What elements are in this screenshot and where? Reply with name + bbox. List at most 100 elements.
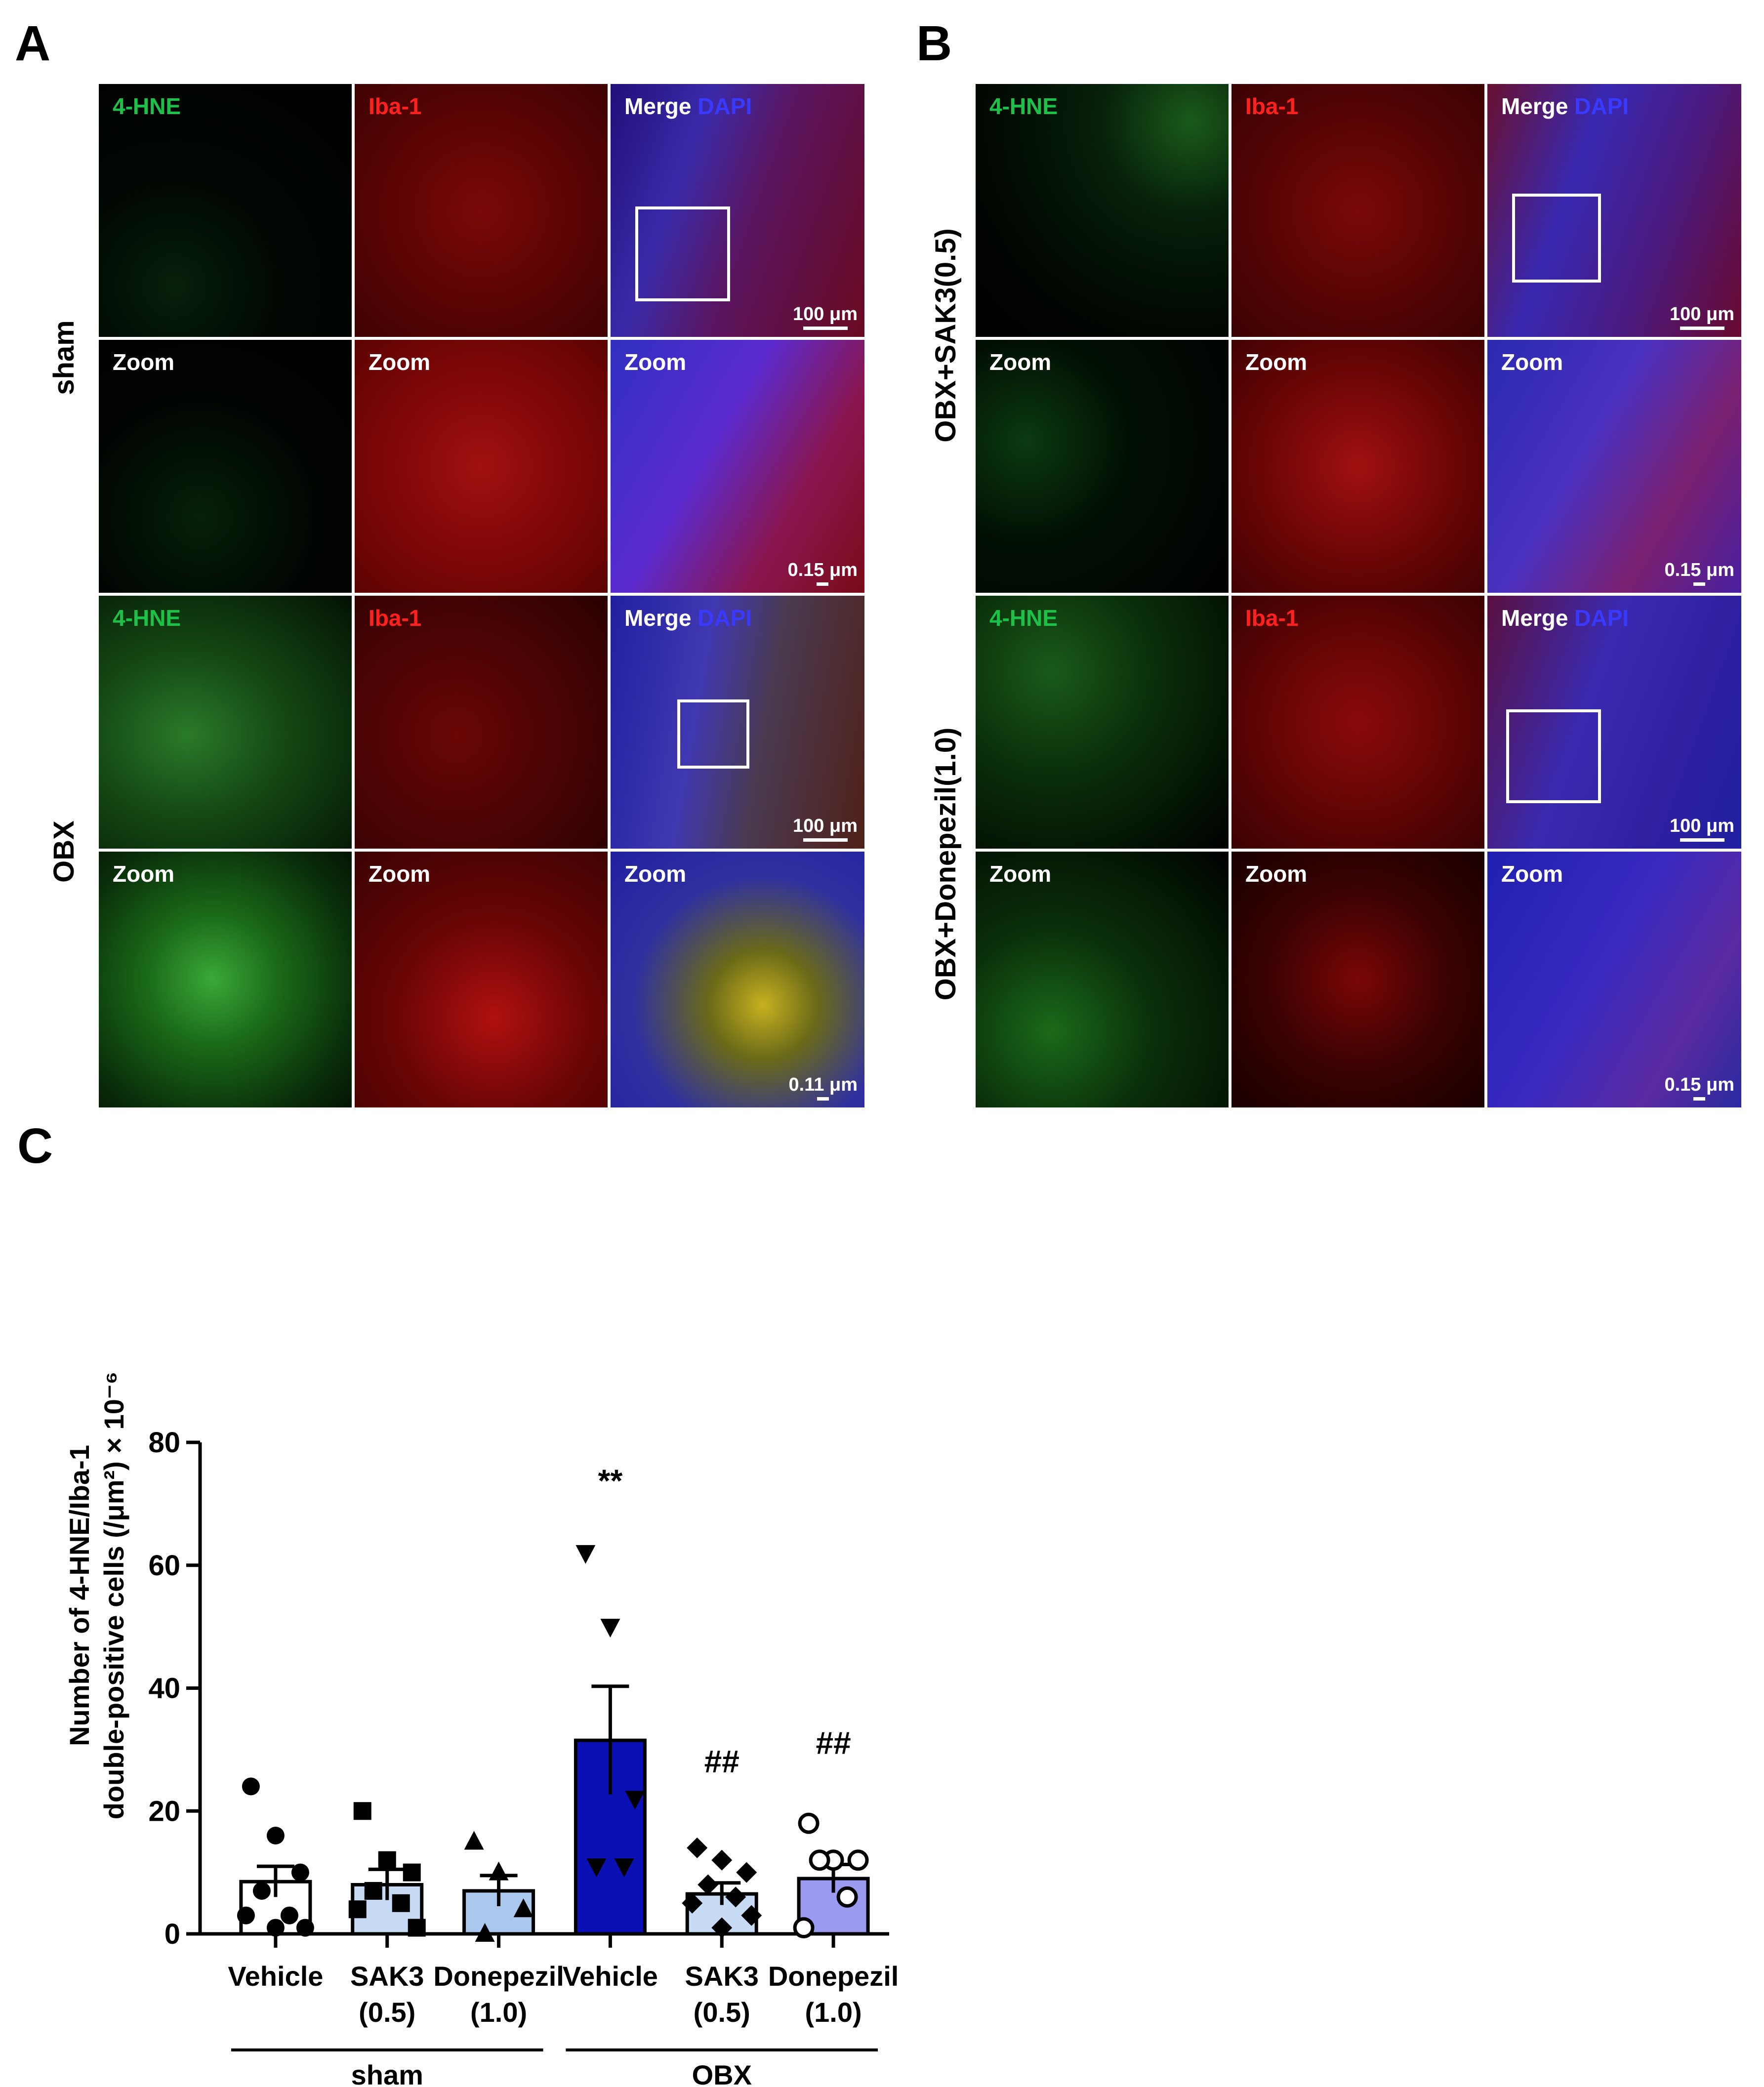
image-obx-sak3-iba1-zoom: Zoom <box>1231 340 1484 593</box>
image-sham-merge-zoom: Zoom 0.15 μm <box>611 340 864 593</box>
y-tick-label: 0 <box>164 1918 180 1950</box>
label-iba1: Iba-1 <box>369 605 422 631</box>
y-tick-label: 20 <box>148 1795 180 1827</box>
data-point <box>513 1898 533 1918</box>
image-obx-donepezil-iba1-zoom: Zoom <box>1231 852 1484 1107</box>
label-merge: Merge <box>1501 93 1568 119</box>
label-merge: Merge <box>1501 605 1568 631</box>
data-point <box>600 1619 620 1638</box>
y-axis-label-line1: Number of 4-HNE/Iba-1 <box>64 1445 95 1746</box>
x-tick-label: SAK3 <box>350 1961 424 1992</box>
group-label: sham <box>351 2059 423 2087</box>
data-point <box>586 1858 607 1878</box>
scale-label: 100 μm <box>793 304 858 325</box>
scale-bar <box>803 327 848 330</box>
image-obx-4hne: 4-HNE <box>99 596 352 849</box>
scale-label: 100 μm <box>1670 816 1734 836</box>
label-4hne: 4-HNE <box>113 93 181 119</box>
label-zoom: Zoom <box>1245 349 1308 375</box>
label-iba1: Iba-1 <box>369 93 422 119</box>
image-sham-merge: Merge DAPI 100 μm <box>611 84 864 337</box>
data-point <box>736 1862 757 1883</box>
data-point <box>464 1831 484 1850</box>
image-obx-merge: Merge DAPI 100 μm <box>611 596 864 849</box>
data-point <box>682 1892 703 1914</box>
x-tick-label: Vehicle <box>563 1961 658 1992</box>
data-point <box>836 1886 858 1908</box>
group-label-obx-donepezil: OBX+Donepezil(1.0) <box>930 727 962 1001</box>
image-obx-donepezil-4hne: 4-HNE <box>976 596 1229 849</box>
x-tick-label: Donepezil <box>768 1961 899 1992</box>
data-point <box>266 1827 285 1844</box>
image-obx-iba1: Iba-1 <box>355 596 608 849</box>
data-point <box>809 1849 830 1871</box>
label-dapi: DAPI <box>697 93 752 119</box>
data-point <box>392 1894 410 1912</box>
image-obx-sak3-4hne-zoom: Zoom <box>976 340 1229 593</box>
scale-bar <box>817 1097 829 1101</box>
data-point <box>403 1863 421 1882</box>
label-iba1: Iba-1 <box>1245 605 1299 631</box>
image-sham-4hne: 4-HNE <box>99 84 352 337</box>
label-4hne: 4-HNE <box>989 93 1058 119</box>
data-point <box>847 1849 869 1871</box>
significance-label: ## <box>704 1744 739 1779</box>
data-point <box>353 1802 371 1820</box>
image-obx-donepezil-4hne-zoom: Zoom <box>976 852 1229 1107</box>
label-zoom: Zoom <box>624 861 687 887</box>
data-point <box>489 1861 509 1881</box>
y-tick-label: 60 <box>148 1550 180 1582</box>
image-sham-4hne-zoom: Zoom <box>99 340 352 593</box>
label-zoom: Zoom <box>369 861 431 887</box>
label-dapi: DAPI <box>1574 605 1629 631</box>
label-iba1: Iba-1 <box>1245 93 1299 119</box>
image-obx-donepezil-merge: Merge DAPI 100 μm <box>1487 596 1741 849</box>
x-tick-label: (0.5) <box>694 1997 750 2028</box>
image-obx-sak3-merge: Merge DAPI 100 μm <box>1487 84 1741 337</box>
data-point <box>798 1812 820 1834</box>
label-zoom: Zoom <box>989 861 1052 887</box>
image-grid-a: 4-HNE Iba-1 Merge DAPI 100 μm Zoom Zoom … <box>99 84 864 1107</box>
panel-label-b: B <box>916 16 952 71</box>
group-label: OBX <box>692 2059 752 2087</box>
zoom-region-box <box>1506 709 1601 803</box>
bar-chart: Number of 4-HNE/Iba-1 double-positive ce… <box>64 1372 899 2087</box>
data-point <box>725 1886 746 1908</box>
scale-bar <box>803 838 848 842</box>
data-point <box>296 1919 314 1937</box>
panel-label-a: A <box>15 16 51 71</box>
label-zoom: Zoom <box>1501 349 1563 375</box>
label-zoom: Zoom <box>369 349 431 375</box>
category-labels: Vehicle SAK3 (0.5) Donepezil (1.0) ** Vehicle #… <box>228 1463 899 2087</box>
image-obx-merge-zoom: Zoom 0.11 μm <box>611 852 864 1107</box>
label-4hne: 4-HNE <box>989 605 1058 631</box>
x-tick-label: Vehicle <box>228 1961 323 1992</box>
label-zoom: Zoom <box>1501 861 1563 887</box>
data-point <box>741 1905 762 1926</box>
label-dapi: DAPI <box>1574 93 1629 119</box>
axes: 0 20 40 60 80 <box>148 1427 889 1950</box>
scale-label: 100 μm <box>793 816 858 836</box>
bars <box>239 1684 870 1948</box>
zoom-region-box <box>677 699 749 769</box>
scale-label: 0.11 μm <box>788 1074 858 1095</box>
label-merge: Merge <box>624 605 692 631</box>
image-obx-4hne-zoom: Zoom <box>99 852 352 1107</box>
label-4hne: 4-HNE <box>113 605 181 631</box>
data-point <box>348 1900 367 1919</box>
label-zoom: Zoom <box>1245 861 1308 887</box>
label-dapi: DAPI <box>697 605 752 631</box>
zoom-region-box <box>1512 194 1601 283</box>
x-tick-label: SAK3 <box>685 1961 759 1992</box>
scale-bar <box>817 582 829 586</box>
label-zoom: Zoom <box>113 861 175 887</box>
x-tick-label: Donepezil <box>433 1961 564 1992</box>
image-obx-sak3-4hne: 4-HNE <box>976 84 1229 337</box>
data-point <box>625 1791 645 1810</box>
data-point <box>237 1906 255 1924</box>
data-point <box>408 1919 426 1937</box>
data-point <box>475 1923 495 1942</box>
data-point <box>687 1837 708 1858</box>
label-zoom: Zoom <box>624 349 687 375</box>
group-label-sham: sham <box>48 320 80 395</box>
